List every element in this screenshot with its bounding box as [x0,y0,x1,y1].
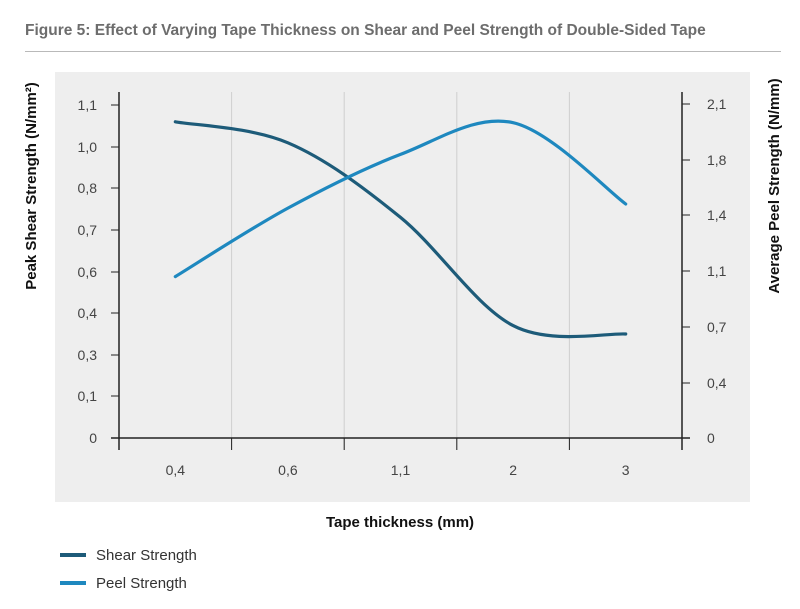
left-tick-label: 0,7 [78,222,98,238]
x-axis-label: Tape thickness (mm) [325,514,475,531]
left-tick-label: 0,1 [78,388,98,404]
legend-label-peel: Peel Strength [96,574,187,592]
grid-layer [231,92,570,450]
figure-title: Figure 5: Effect of Varying Tape Thickne… [25,22,706,39]
legend: Shear Strength Peel Strength [60,541,197,597]
x-tick-label: 0,6 [278,462,298,478]
chart-panel [55,72,750,502]
x-tick-label: 0,4 [166,462,186,478]
right-tick-label: 0,4 [707,375,727,391]
left-axis-label: Peak Shear Strength (N/mm²) [23,82,40,290]
right-tick-label: 1,1 [707,263,727,279]
x-tick-label: 3 [622,462,630,478]
title-divider [25,51,781,52]
legend-swatch-peel [60,581,86,585]
axes-layer [111,92,690,450]
legend-label-shear: Shear Strength [96,546,197,564]
right-tick-label: 0 [707,430,715,446]
x-tick-label: 2 [509,462,517,478]
left-tick-label: 0,3 [78,347,98,363]
legend-item-shear: Shear Strength [60,541,197,569]
series-line-shear [173,120,628,339]
tick-layer: 0 0,1 0,3 0,4 0,6 0,7 0,8 1,0 1,1 0 0,4 0,7 1,1 1,4 1,… [78,96,727,478]
series-line-peel [173,119,628,279]
right-axis-label: Average Peel Strength (N/mm) [766,78,783,293]
left-tick-label: 0,6 [78,264,98,280]
right-tick-label: 0,7 [707,319,727,335]
left-tick-label: 1,1 [78,97,98,113]
left-tick-label: 0,8 [78,180,98,196]
left-tick-label: 1,0 [78,139,98,155]
right-tick-label: 1,4 [707,207,727,223]
right-tick-label: 1,8 [707,152,727,168]
x-tick-label: 1,1 [391,462,411,478]
series-layer [173,119,628,339]
right-tick-label: 2,1 [707,96,727,112]
legend-item-peel: Peel Strength [60,569,197,597]
left-tick-label: 0,4 [78,305,98,321]
legend-swatch-shear [60,553,86,557]
left-tick-label: 0 [89,430,97,446]
